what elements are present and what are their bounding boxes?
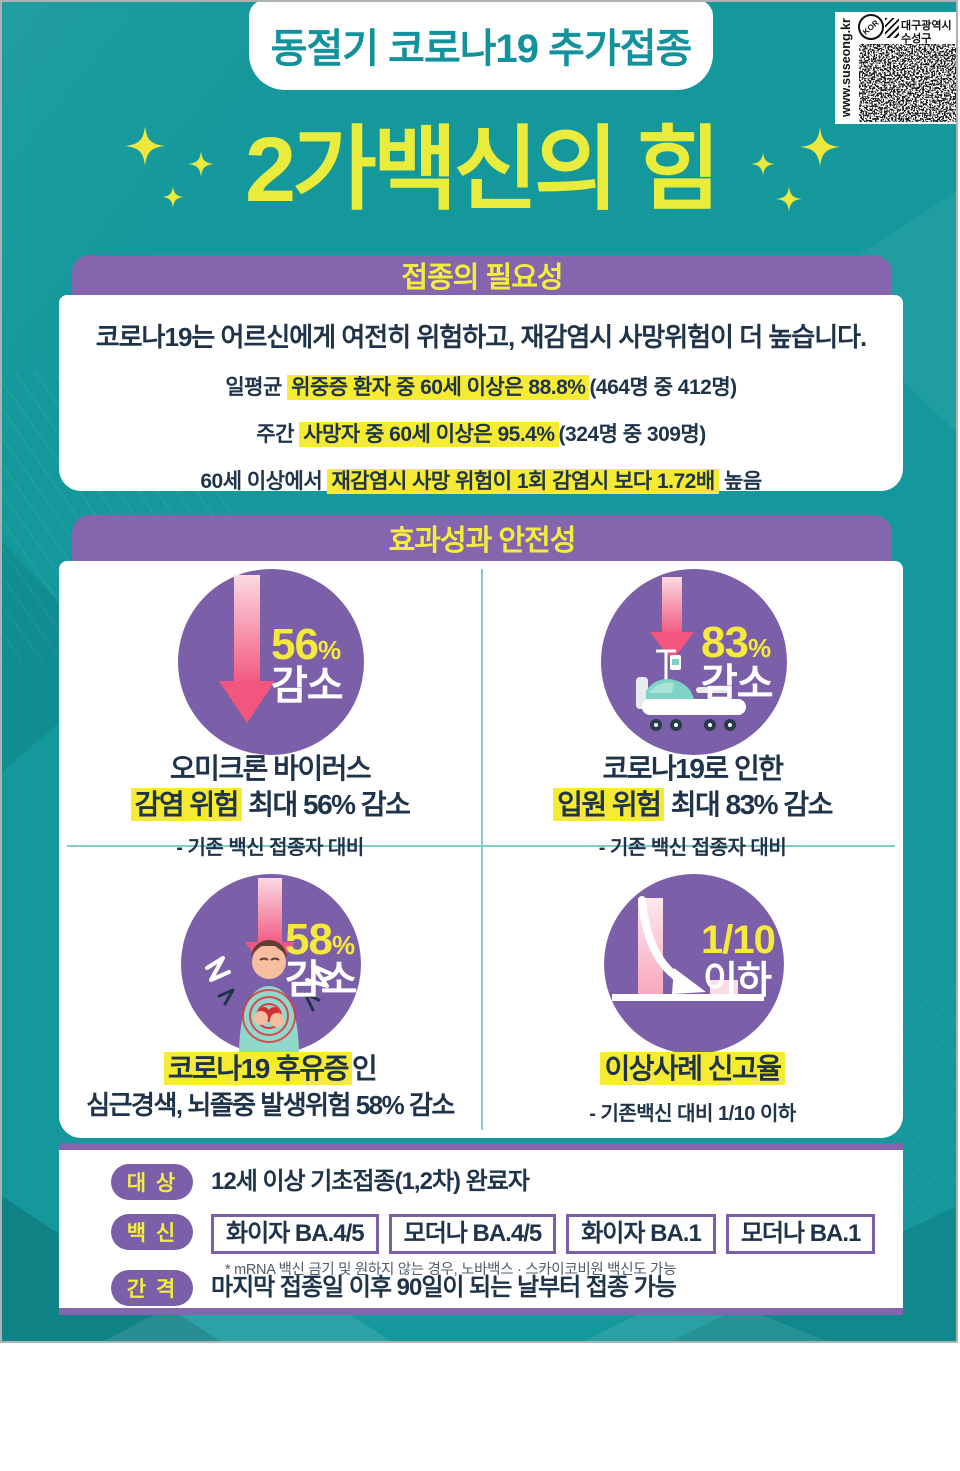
sparkle-icon bbox=[162, 186, 184, 208]
card-caption: 코로나19 후유증 인 심근경색, 뇌졸중 발생위험 58% 감소 bbox=[86, 1052, 455, 1120]
divider bbox=[481, 569, 483, 1130]
stat-circle bbox=[601, 569, 787, 755]
badge-text: 동절기 코로나19 추가접종 bbox=[270, 27, 693, 71]
vaccine-option: 화이자 BA.1 bbox=[566, 1214, 716, 1254]
card-sequelae-risk: 58% 감소 코로나19 후유증 인 심근경색, 뇌졸중 발생위험 58% 감소 bbox=[59, 846, 481, 1138]
stat-label: 감소 bbox=[271, 664, 344, 708]
divider bbox=[67, 845, 895, 847]
down-arrow-icon bbox=[219, 575, 275, 723]
info-card: 대 상 12세 이상 기초접종(1,2차) 완료자 백 신 화이자 BA.4/5… bbox=[59, 1143, 903, 1315]
interval-pill: 간 격 bbox=[111, 1270, 193, 1306]
highlighted-text: 재감염시 사망 위험이 1회 감염시 보다 1.72배 bbox=[327, 469, 719, 494]
top-badge: 동절기 코로나19 추가접종 bbox=[249, 2, 713, 90]
poster: 동절기 코로나19 추가접종 2가백신의 힘 www.suseong.kr KO… bbox=[0, 0, 958, 1343]
postage-stamp: www.suseong.kr KOR 대구광역시 수성구 bbox=[835, 12, 956, 124]
vaccine-options: 화이자 BA.4/5 모더나 BA.4/5 화이자 BA.1 모더나 BA.1 bbox=[211, 1214, 885, 1254]
highlighted-text: 사망자 중 60세 이상은 95.4% bbox=[299, 422, 559, 447]
stamp-agency: 대구광역시 수성구 bbox=[901, 20, 952, 45]
page-title: 2가백신의 힘 bbox=[245, 119, 721, 221]
section-effect-body: 56% 감소 오미크론 바이러스 감염 위험 최대 56% 감소 - 기존 백신… bbox=[59, 561, 903, 1138]
vaccine-option: 화이자 BA.4/5 bbox=[211, 1214, 379, 1254]
need-line: 일평균 위중증 환자 중 60세 이상은 88.8% (464명 중 412명) bbox=[225, 375, 737, 400]
card-caption: 이상사례 신고율 - 기존백신 대비 1/10 이하 bbox=[589, 1052, 796, 1125]
stamp-hatch-icon bbox=[885, 18, 899, 38]
vaccine-option: 모더나 BA.4/5 bbox=[388, 1214, 557, 1254]
card-adverse-events: 1/10 이하 이상사례 신고율 - 기존백신 대비 1/10 이하 bbox=[482, 846, 903, 1138]
sparkle-icon bbox=[751, 152, 775, 176]
stat-circle bbox=[604, 874, 784, 1054]
chest-pain-person-icon bbox=[205, 940, 333, 1056]
stat-value: 83% bbox=[701, 618, 772, 667]
highlighted-text: 입원 위험 bbox=[553, 788, 665, 821]
highlighted-text: 코로나19 후유증 bbox=[163, 1052, 352, 1085]
highlighted-text: 감염 위험 bbox=[130, 788, 242, 821]
vaccine-pill: 백 신 bbox=[111, 1214, 193, 1250]
section-need-title: 접종의 필요성 bbox=[401, 262, 563, 294]
section-need-header: 접종의 필요성 bbox=[72, 255, 892, 295]
card-caption: 코로나19로 인한 입원 위험 최대 83% 감소 - 기존 백신 접종자 대비 bbox=[482, 751, 903, 860]
declining-rate-icon bbox=[612, 896, 764, 1001]
stamp-noise-pattern bbox=[859, 44, 956, 122]
stamp-url: www.suseong.kr bbox=[839, 18, 853, 118]
down-arrow-icon bbox=[650, 577, 694, 661]
highlighted-text: 이상사례 신고율 bbox=[600, 1052, 785, 1085]
card-hospitalization-risk: 83% 감소 코로나19로 인한 입원 위험 최대 83% 감소 - 기존 백신… bbox=[482, 561, 903, 859]
card-infection-risk: 56% 감소 오미크론 바이러스 감염 위험 최대 56% 감소 - 기존 백신… bbox=[59, 561, 481, 859]
hospital-bed-icon bbox=[636, 649, 746, 731]
stat-label: 감소 bbox=[285, 958, 358, 1002]
sparkle-icon bbox=[800, 127, 840, 167]
stat-value: 1/10 bbox=[701, 918, 776, 962]
target-text: 12세 이상 기초접종(1,2차) 완료자 bbox=[211, 1168, 530, 1195]
vaccine-footnote: * mRNA 백신 금기 및 원하지 않는 경우, 노바백스 · 스카이코비원 … bbox=[225, 1262, 677, 1278]
card-caption: 오미크론 바이러스 감염 위험 최대 56% 감소 - 기존 백신 접종자 대비 bbox=[59, 751, 481, 860]
need-headline: 코로나19는 어르신에게 여전히 위험하고, 재감염시 사망위험이 더 높습니다… bbox=[95, 322, 868, 352]
section-need-body: 코로나19는 어르신에게 여전히 위험하고, 재감염시 사망위험이 더 높습니다… bbox=[59, 295, 903, 494]
stat-label: 이하 bbox=[703, 960, 772, 1002]
sparkle-icon bbox=[125, 126, 165, 166]
stat-value: 56% bbox=[271, 620, 342, 669]
stat-circle bbox=[178, 569, 364, 755]
interval-text: 마지막 접종일 이후 90일이 되는 날부터 접종 가능 bbox=[211, 1274, 677, 1301]
need-line: 60세 이상에서 재감염시 사망 위험이 1회 감염시 보다 1.72배 높음 bbox=[200, 469, 762, 494]
target-pill: 대 상 bbox=[111, 1164, 193, 1200]
stat-value: 58% bbox=[285, 915, 356, 964]
sparkle-icon bbox=[188, 151, 214, 177]
vaccine-option: 모더나 BA.1 bbox=[725, 1214, 876, 1254]
need-line: 주간 사망자 중 60세 이상은 95.4% (324명 중 309명) bbox=[256, 422, 706, 447]
sparkle-icon bbox=[776, 186, 802, 212]
stat-label: 감소 bbox=[701, 662, 774, 706]
section-effect-header: 효과성과 안전성 bbox=[72, 515, 892, 561]
section-effect-title: 효과성과 안전성 bbox=[388, 525, 577, 557]
kor-emblem-icon: KOR bbox=[858, 14, 884, 40]
highlighted-text: 위중증 환자 중 60세 이상은 88.8% bbox=[287, 375, 590, 400]
